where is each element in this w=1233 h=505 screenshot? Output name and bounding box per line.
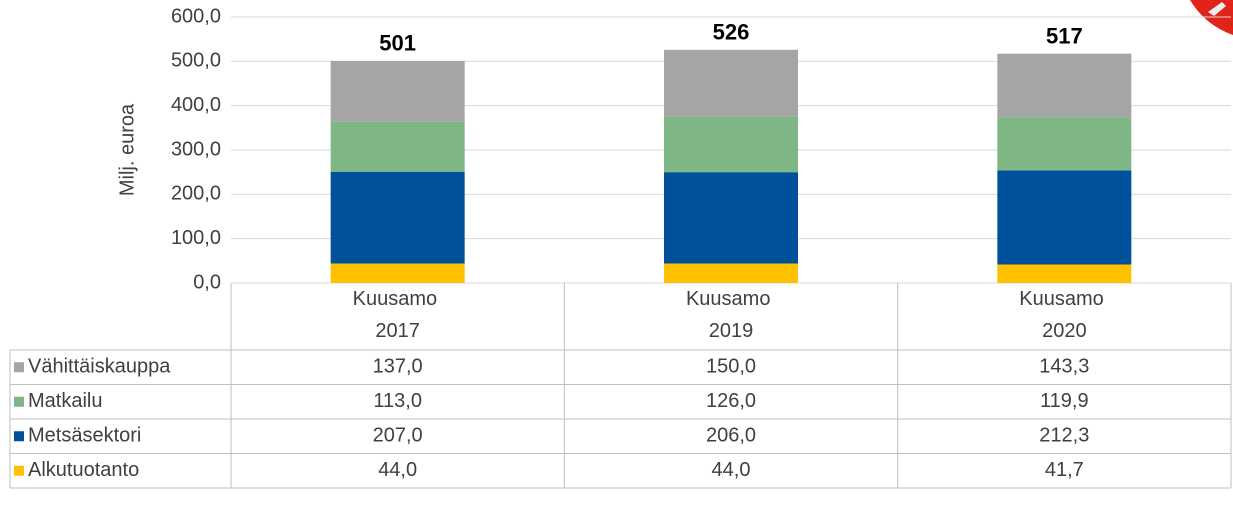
table-value: 113,0 (373, 390, 422, 412)
bar-segment (330, 121, 465, 172)
y-tick-label: 500,0 (171, 50, 221, 72)
x-tick-label: Kuusamo 2019 (686, 288, 776, 342)
y-axis-label: Milj. euroa (116, 103, 138, 196)
table-value: 207,0 (373, 425, 423, 447)
legend-label: Vähittäiskauppa (28, 356, 171, 378)
y-tick-label: 300,0 (171, 138, 221, 160)
bar-segment (664, 172, 798, 264)
logo-figure (1208, 2, 1226, 16)
total-label: 526 (713, 20, 750, 45)
total-label: 501 (379, 31, 416, 56)
table-value: 126,0 (706, 390, 756, 412)
y-tick-label: 200,0 (171, 183, 221, 205)
legend-label: Matkailu (28, 390, 102, 412)
table-value: 41,7 (1045, 459, 1084, 481)
table-value: 44,0 (712, 459, 751, 481)
x-tick-label: Kuusamo 2020 (1019, 288, 1109, 342)
table-value: 119,9 (1040, 390, 1089, 412)
table-value: 143,3 (1039, 356, 1089, 378)
table-value: 212,3 (1039, 425, 1089, 447)
legend-swatch (14, 465, 24, 476)
bar-segment (664, 116, 798, 173)
bar-segment (997, 53, 1132, 118)
table-value: 206,0 (706, 425, 756, 447)
bar-segment (330, 60, 465, 122)
bar-segment (997, 264, 1132, 283)
bar-segment (330, 171, 465, 264)
y-tick-label: 100,0 (171, 227, 221, 249)
y-tick-label: 400,0 (171, 94, 221, 116)
bar-segment (664, 263, 798, 283)
total-label: 517 (1046, 24, 1083, 49)
legend-swatch (14, 362, 24, 373)
table-value: 150,0 (706, 356, 756, 378)
bar-segment (997, 117, 1132, 171)
legend-swatch (14, 431, 24, 442)
bar-segment (330, 263, 465, 283)
bar-segment (997, 170, 1132, 265)
y-tick-label: 600,0 (171, 5, 221, 27)
table-value: 137,0 (373, 356, 423, 378)
table-value: 44,0 (378, 459, 417, 481)
legend-label: Metsäsektori (28, 425, 141, 447)
legend-swatch (14, 396, 24, 407)
legend-label: Alkutuotanto (28, 459, 139, 481)
bar-segment (664, 49, 798, 117)
x-tick-label: Kuusamo 2017 (353, 288, 443, 342)
y-tick-label: 0,0 (193, 271, 221, 293)
